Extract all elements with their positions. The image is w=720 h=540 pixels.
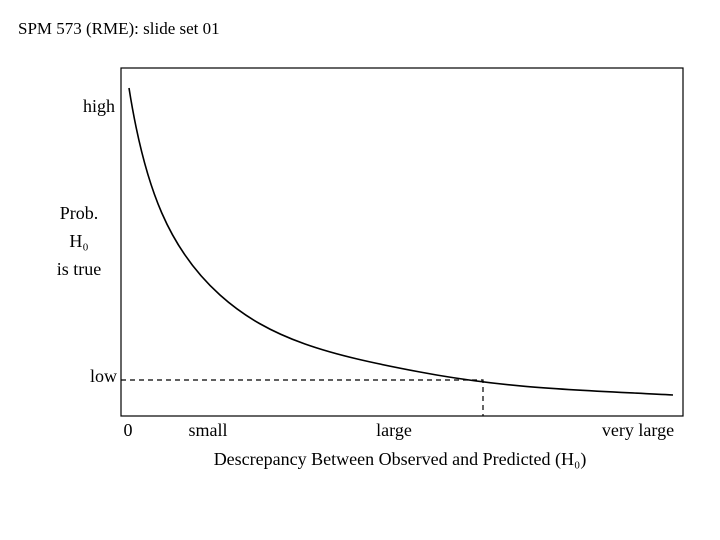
x-label: very large [602, 420, 674, 440]
x-label: small [189, 420, 228, 440]
y-title-line: is true [57, 259, 102, 279]
x-title: Descrepancy Between Observed and Predict… [214, 449, 587, 470]
y-title-line: Prob. [60, 203, 99, 223]
reference-dashed-line [121, 379, 484, 416]
y-label-high: high [83, 96, 115, 116]
slide-title: SPM 573 (RME): slide set 01 [18, 19, 220, 38]
y-label-low: low [90, 366, 117, 386]
plot-frame [120, 67, 684, 417]
y-title-line: H₀ [69, 231, 88, 251]
x-label: 0 [124, 420, 133, 440]
probability-curve [128, 87, 674, 396]
x-label: large [376, 420, 412, 440]
